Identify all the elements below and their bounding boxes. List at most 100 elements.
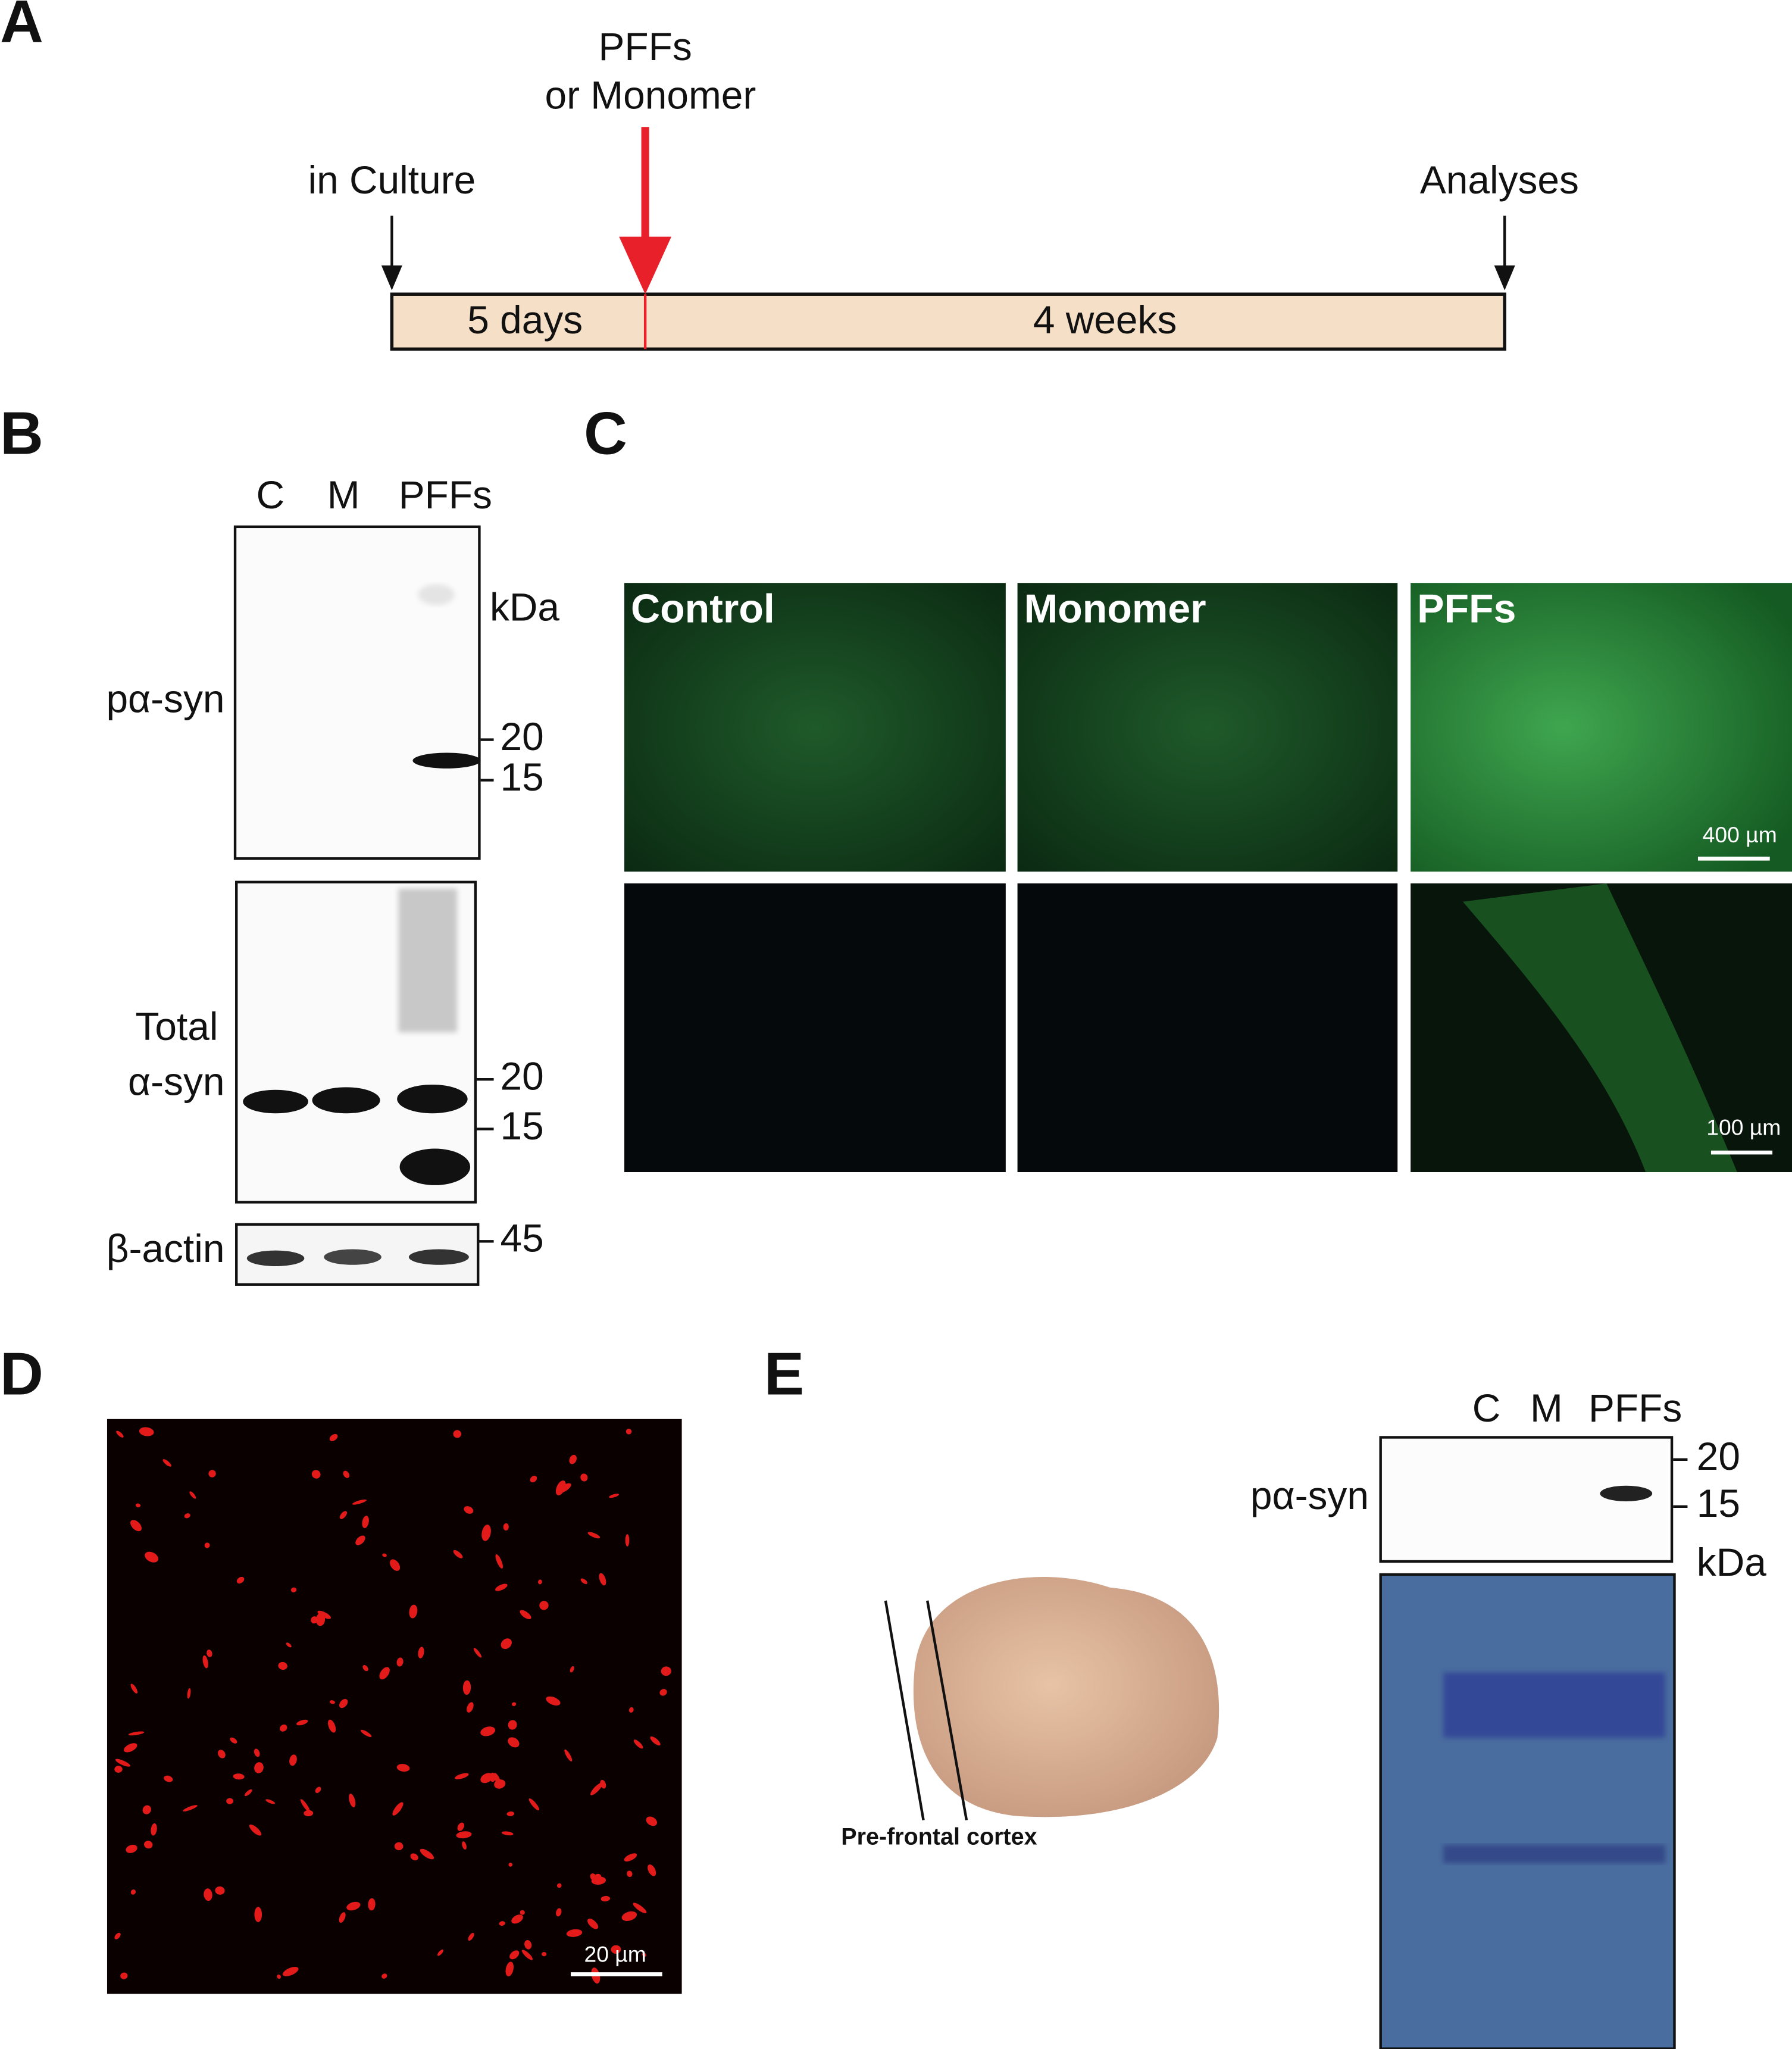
punctum <box>473 1648 482 1658</box>
punctum <box>280 1724 287 1732</box>
punctum <box>528 1798 539 1811</box>
punctum <box>245 1789 252 1797</box>
punctum <box>564 1749 573 1761</box>
punctum <box>520 1610 531 1620</box>
punctum <box>379 1667 390 1680</box>
timeline-bar <box>390 292 1506 351</box>
punctum <box>204 1542 210 1548</box>
column-label: PFFs <box>1417 586 1516 631</box>
lane-label: C <box>1472 1386 1501 1430</box>
punctum <box>394 1842 404 1851</box>
punctum <box>595 1873 602 1881</box>
punctum <box>230 1737 237 1744</box>
punctum <box>542 1951 547 1957</box>
gel-band <box>1443 1845 1666 1863</box>
punctum <box>368 1898 376 1911</box>
punctum <box>648 1864 656 1876</box>
punctum <box>633 1739 643 1749</box>
punctum <box>661 1666 671 1676</box>
lane-label: M <box>1530 1386 1563 1430</box>
punctum <box>249 1824 262 1836</box>
marker-label: 20 <box>1697 1434 1740 1478</box>
punctum <box>587 1919 599 1929</box>
smear <box>418 584 455 605</box>
punctum <box>556 1908 562 1917</box>
punctum <box>601 1895 611 1902</box>
start-label: in Culture <box>308 158 476 202</box>
scale-bar-label: 20 µm <box>584 1942 646 1967</box>
punctum <box>254 1762 264 1773</box>
punctum <box>349 1794 356 1807</box>
punctum <box>311 1616 318 1624</box>
panel-label: C <box>584 400 627 467</box>
micrograph <box>624 583 1006 872</box>
punctum <box>130 1683 138 1694</box>
punctum <box>481 1525 491 1541</box>
punctum <box>114 1932 121 1939</box>
punctum <box>289 1754 297 1766</box>
punctum <box>162 1459 171 1467</box>
punctum <box>511 1914 523 1924</box>
punctum <box>453 1550 463 1558</box>
punctum <box>361 1729 372 1738</box>
punctum <box>556 1883 562 1888</box>
punctum <box>650 1736 661 1746</box>
punctum <box>135 1503 141 1508</box>
blot <box>233 525 481 860</box>
marker-label: 15 <box>1697 1481 1740 1525</box>
punctum <box>329 1433 338 1441</box>
punctum <box>557 1483 571 1494</box>
punctum <box>226 1798 234 1804</box>
punctum <box>625 1534 630 1547</box>
marker-label: 15 <box>501 755 544 799</box>
punctum <box>208 1470 216 1478</box>
panel-label: E <box>764 1341 804 1407</box>
punctum <box>462 1841 467 1850</box>
punctum <box>346 1901 361 1911</box>
punctum <box>254 1748 260 1757</box>
punctum <box>343 1470 350 1478</box>
punctum <box>116 1430 124 1438</box>
punctum <box>509 1950 520 1960</box>
punctum <box>278 1661 287 1670</box>
column-label: Control <box>631 586 775 631</box>
punctum <box>317 1610 331 1619</box>
lane-label: C <box>257 473 285 517</box>
punctum <box>282 1966 299 1976</box>
punctum <box>453 1430 462 1438</box>
punctum <box>480 1726 496 1736</box>
punctum <box>215 1886 225 1895</box>
phase-label: 4 weeks <box>1033 298 1177 342</box>
punctum <box>328 1719 336 1733</box>
punctum <box>396 1657 404 1667</box>
punctum <box>511 1702 517 1706</box>
micrograph <box>624 883 1006 1172</box>
punctum <box>296 1719 308 1726</box>
punctum <box>202 1655 208 1669</box>
stain-puncta <box>114 1427 671 1984</box>
punctum <box>362 1665 368 1672</box>
marker-label: 15 <box>501 1104 544 1148</box>
punctum <box>355 1535 365 1545</box>
punctum <box>609 1494 619 1498</box>
punctum <box>508 1720 517 1730</box>
punctum <box>587 1532 601 1539</box>
punctum <box>300 1799 310 1812</box>
punctum <box>187 1688 191 1699</box>
punctum <box>467 1702 474 1713</box>
punctum <box>144 1841 153 1849</box>
punctum <box>115 1758 130 1767</box>
punctum <box>315 1613 326 1626</box>
band <box>324 1249 381 1265</box>
punctum <box>420 1848 434 1860</box>
marker-label: 20 <box>501 1054 544 1098</box>
treatment-label: PFFs <box>599 24 692 68</box>
punctum <box>627 1870 633 1878</box>
punctum <box>624 1853 637 1861</box>
scale-bar-label: 400 µm <box>1703 822 1777 847</box>
punctum <box>501 1831 514 1836</box>
punctum <box>537 1579 542 1585</box>
punctum <box>611 1945 621 1954</box>
punctum <box>642 1953 646 1957</box>
